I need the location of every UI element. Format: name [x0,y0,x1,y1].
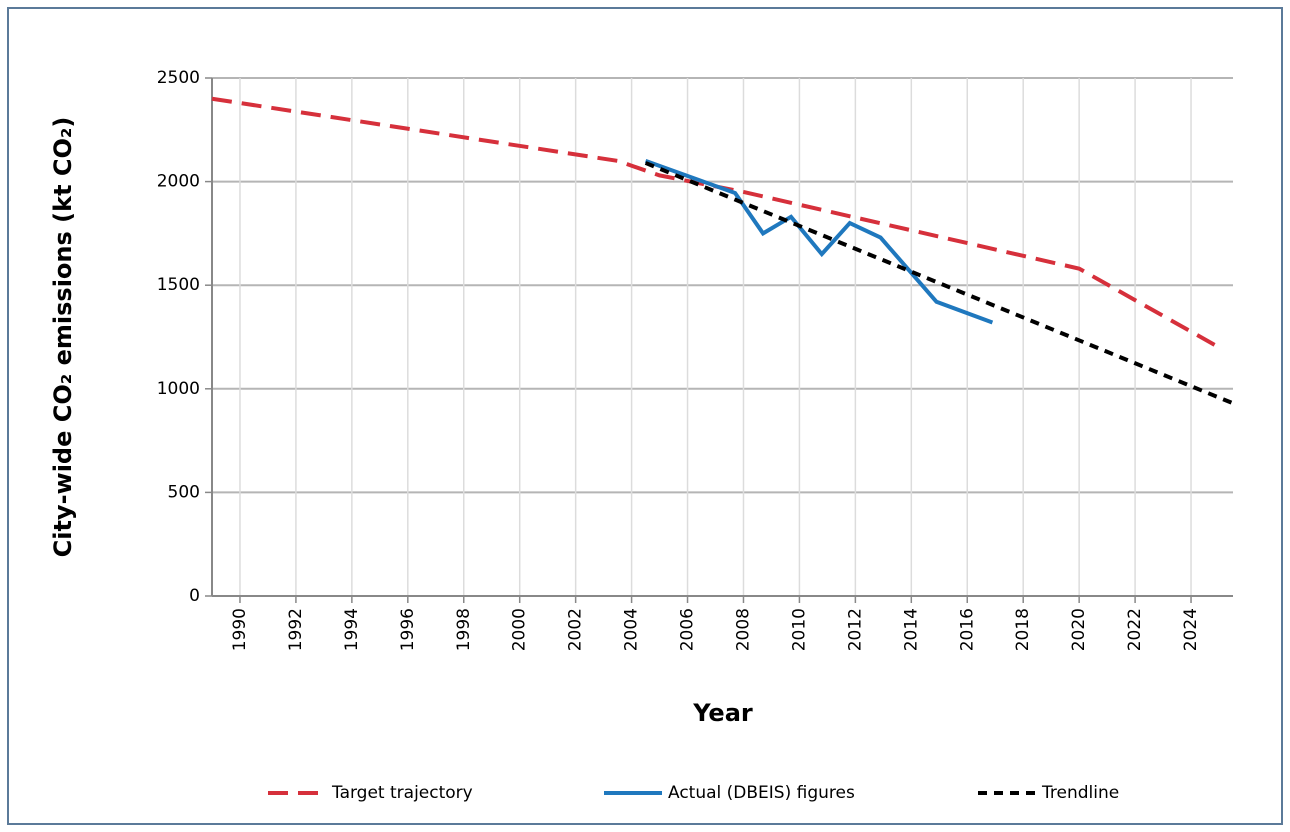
x-tick-label: 2018 [1013,608,1033,651]
y-tick-label: 1000 [157,379,200,399]
x-tick-label: 2010 [789,608,809,651]
y-tick-label: 2000 [157,172,200,192]
x-tick-label: 1992 [286,608,306,651]
legend-label: Actual (DBEIS) figures [668,783,855,803]
x-tick-label: 2016 [957,608,977,651]
x-tick-label: 2004 [622,608,642,651]
x-tick-label: 1990 [230,608,250,651]
x-tick-label: 2014 [901,608,921,651]
line-series [644,158,994,325]
legend-label: Target trajectory [331,783,473,803]
x-tick-label: 2012 [845,608,865,651]
line-series [211,96,1220,350]
x-tick-label: 2022 [1125,608,1145,651]
x-tick-label: 2006 [678,608,698,651]
y-tick-label: 0 [189,586,200,606]
legend-label: Trendline [1041,783,1119,803]
x-tick-label: 1996 [398,608,418,651]
x-tick-label: 2008 [733,608,753,651]
x-tick-label: 1994 [342,608,362,651]
y-tick-label: 2500 [157,68,200,88]
x-tick-label: 2024 [1181,608,1201,651]
x-tick-label: 2020 [1069,608,1089,651]
frame [7,7,1283,825]
y-tick-label: 500 [168,482,200,502]
x-tick-label: 1998 [454,608,474,651]
y-tick-label: 1500 [157,275,200,295]
x-tick-label: 2000 [510,608,530,651]
line-series [644,161,1234,406]
x-tick-label: 2002 [566,608,586,651]
y-axis-title: City-wide CO₂ emissions (kt CO₂) [49,117,77,558]
x-axis-title: Year [692,699,753,727]
